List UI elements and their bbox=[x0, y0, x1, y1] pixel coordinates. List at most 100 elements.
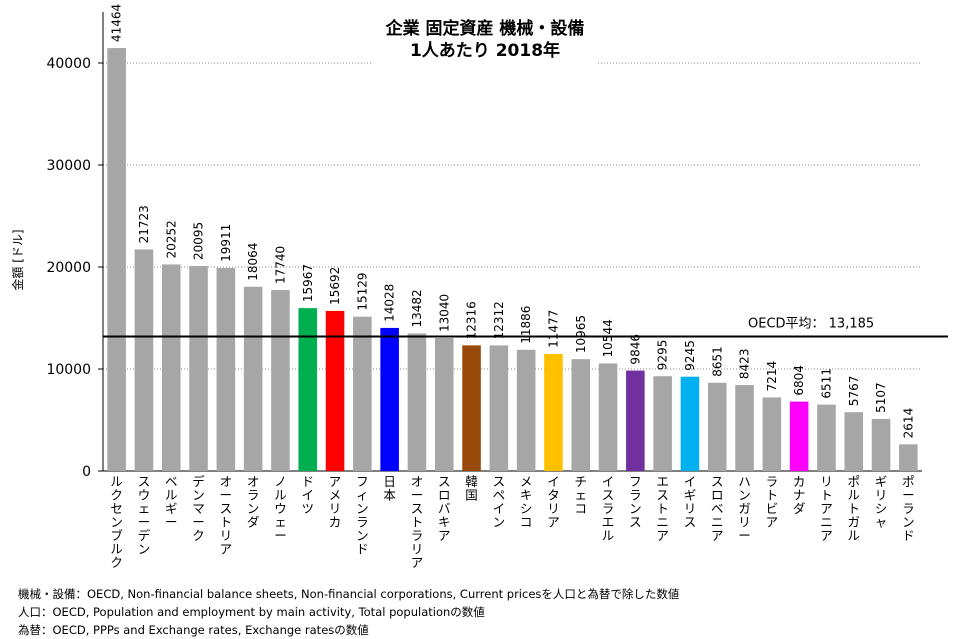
x-tick-label: カナダ bbox=[793, 474, 806, 516]
data-label: 2614 bbox=[901, 408, 915, 439]
bar bbox=[243, 286, 263, 471]
x-tick-label: ラトビア bbox=[766, 474, 779, 530]
bar bbox=[571, 359, 591, 471]
x-tick-label: メキシコ bbox=[520, 474, 533, 530]
data-label: 5767 bbox=[847, 376, 861, 407]
data-label: 9245 bbox=[683, 340, 697, 371]
x-tick-label: ポーランド bbox=[902, 474, 915, 543]
x-tick-label: ハンガリー bbox=[738, 474, 751, 543]
x-tick-label: ドイツ bbox=[301, 474, 314, 516]
x-tick-label: ルクセンブルク bbox=[110, 474, 123, 570]
source-note-2: 人口：OECD, Population and employment by ma… bbox=[18, 605, 485, 619]
data-label: 8423 bbox=[738, 349, 752, 380]
x-tick-label: ポルトガル bbox=[847, 474, 860, 543]
data-label: 7214 bbox=[765, 361, 779, 392]
y-tick-label: 30000 bbox=[46, 158, 91, 174]
data-label: 9846 bbox=[628, 334, 642, 365]
data-label: 20252 bbox=[164, 220, 178, 258]
data-label: 18064 bbox=[246, 243, 260, 281]
bar bbox=[707, 382, 727, 471]
data-label: 9295 bbox=[656, 340, 670, 371]
x-tick-label: リトアニア bbox=[820, 474, 833, 543]
data-label: 15129 bbox=[355, 272, 369, 310]
bar bbox=[353, 316, 372, 471]
bar bbox=[598, 363, 618, 471]
chart-title: 企業 固定資産 機械・設備 1人あたり 2018年 bbox=[372, 18, 598, 68]
data-label: 21723 bbox=[137, 205, 151, 243]
y-tick-label: 20000 bbox=[46, 260, 91, 276]
data-label: 14028 bbox=[383, 284, 397, 322]
bar bbox=[462, 345, 481, 471]
source-notes: 機械・設備：OECD, Non-financial balance sheets… bbox=[18, 585, 679, 639]
bar bbox=[735, 385, 754, 471]
data-label: 19911 bbox=[219, 224, 233, 262]
data-label: 12312 bbox=[492, 301, 506, 339]
x-tick-label: スウェーデン bbox=[138, 474, 151, 557]
x-tick-label: イタリア bbox=[547, 474, 560, 530]
data-label: 5107 bbox=[874, 382, 888, 413]
bar bbox=[653, 376, 672, 471]
x-tick-label: オーストリア bbox=[220, 474, 233, 557]
data-label: 8651 bbox=[710, 346, 724, 377]
bar bbox=[407, 333, 427, 471]
source-note-3: 為替：OECD, PPPs and Exchange rates, Exchan… bbox=[18, 623, 369, 637]
bar bbox=[680, 376, 700, 471]
bar bbox=[516, 349, 536, 471]
bar bbox=[189, 266, 208, 471]
bar bbox=[161, 264, 181, 471]
data-label: 15967 bbox=[301, 264, 315, 302]
data-label: 10544 bbox=[601, 319, 615, 357]
data-label: 17740 bbox=[273, 246, 287, 284]
data-label: 11477 bbox=[546, 310, 560, 348]
data-label: 10965 bbox=[574, 315, 588, 353]
chart-title-line-2: 1人あたり 2018年 bbox=[409, 41, 561, 61]
oecd-average-label: OECD平均： 13,185 bbox=[748, 317, 874, 332]
x-tick-label: オランダ bbox=[247, 474, 260, 530]
x-tick-label: スロバキア bbox=[438, 474, 451, 543]
data-label: 41464 bbox=[110, 4, 124, 42]
y-tick-label: 0 bbox=[82, 464, 91, 480]
x-tick-label: 韓国 bbox=[465, 474, 478, 503]
bar bbox=[271, 290, 290, 471]
bar bbox=[762, 397, 782, 471]
x-tick-label: スペイン bbox=[493, 474, 506, 530]
x-tick-label: デンマーク bbox=[192, 474, 205, 543]
bar bbox=[844, 412, 864, 471]
bar bbox=[817, 404, 836, 471]
x-tick-label: ギリシャ bbox=[875, 474, 888, 530]
bar bbox=[544, 353, 563, 471]
x-tick-label: ノルウェー bbox=[274, 474, 287, 543]
bar bbox=[107, 48, 126, 471]
y-axis-label: 金額 [ドル] bbox=[10, 229, 25, 290]
source-note-1: 機械・設備：OECD, Non-financial balance sheets… bbox=[18, 587, 680, 601]
data-label: 11886 bbox=[519, 306, 533, 344]
x-tick-label: 日本 bbox=[383, 474, 396, 503]
x-tick-label: イスラエル bbox=[602, 474, 615, 543]
data-label: 6804 bbox=[792, 365, 806, 396]
bar bbox=[489, 345, 509, 471]
x-tick-label: フランス bbox=[629, 474, 642, 530]
y-tick-label: 10000 bbox=[46, 362, 91, 378]
x-tick-label: アメリカ bbox=[329, 474, 342, 530]
bar bbox=[134, 249, 154, 471]
x-tick-label: チェコ bbox=[574, 474, 587, 516]
bar bbox=[325, 310, 345, 471]
data-label: 13482 bbox=[410, 289, 424, 327]
bar bbox=[380, 327, 399, 471]
chart-title-line-1: 企業 固定資産 機械・設備 bbox=[385, 19, 585, 39]
bar bbox=[626, 370, 645, 471]
y-tick-label: 40000 bbox=[46, 56, 91, 72]
x-tick-label: オーストラリア bbox=[411, 474, 424, 570]
bar bbox=[789, 401, 809, 471]
data-label: 12316 bbox=[465, 301, 479, 339]
x-tick-label: ベルギー bbox=[165, 474, 178, 530]
data-label: 13040 bbox=[437, 294, 451, 332]
x-tick-label: エストニア bbox=[656, 474, 669, 543]
x-tick-label: フィンランド bbox=[356, 474, 369, 557]
data-label: 15692 bbox=[328, 267, 342, 305]
x-tick-label: スロベニア bbox=[711, 474, 724, 543]
bar bbox=[298, 308, 318, 471]
bar bbox=[871, 418, 891, 471]
bar bbox=[434, 337, 454, 471]
